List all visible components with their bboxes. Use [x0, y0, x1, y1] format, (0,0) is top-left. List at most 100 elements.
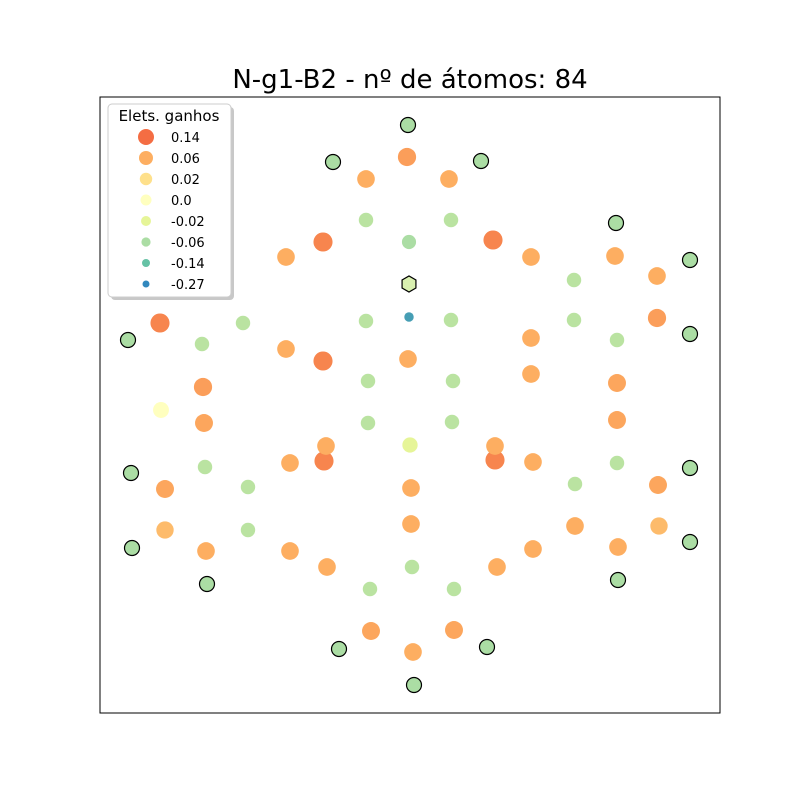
point-edge-atom	[681, 459, 699, 477]
legend-marker	[139, 151, 153, 165]
legend-marker	[139, 172, 153, 186]
legend-marker	[140, 194, 152, 206]
point-atom	[362, 622, 380, 640]
point-atom	[445, 621, 463, 639]
legend-label: 0.06	[171, 152, 200, 167]
point-atom	[609, 538, 627, 556]
point-atom	[360, 415, 376, 431]
point-edge-atom	[681, 533, 699, 551]
point-atom	[566, 312, 582, 328]
legend-label: 0.02	[171, 173, 200, 188]
point-atom	[401, 234, 417, 250]
point-atom	[609, 455, 625, 471]
point-atom	[193, 377, 213, 397]
point-edge-atom	[607, 214, 625, 232]
point-atom	[404, 643, 422, 661]
point-atom	[443, 212, 459, 228]
point-atom	[402, 515, 420, 533]
point-atom	[609, 332, 625, 348]
point-atom	[281, 542, 299, 560]
point-edge-atom	[399, 116, 417, 134]
point-atom	[567, 476, 583, 492]
point-edge-atom	[472, 152, 490, 170]
point-atom	[150, 313, 170, 333]
point-atom	[606, 247, 624, 265]
legend-label: -0.14	[171, 257, 205, 272]
point-edge-atom	[681, 251, 699, 269]
point-atom	[313, 351, 333, 371]
point-atom	[197, 459, 213, 475]
point-atom	[313, 232, 333, 252]
legend: Elets. ganhos 0.14 0.06 0.02 0.0 -0.02 -0.06 -…	[107, 103, 234, 300]
point-atom	[277, 248, 295, 266]
point-atom	[317, 437, 335, 455]
point-atom	[156, 521, 174, 539]
point-atom	[358, 212, 374, 228]
point-atom	[240, 479, 256, 495]
point-atom	[235, 315, 251, 331]
legend-title: Elets. ganhos	[119, 107, 220, 125]
point-atom	[446, 581, 462, 597]
point-atom	[197, 542, 215, 560]
point-atom	[281, 454, 299, 472]
legend-marker	[138, 129, 154, 145]
point-edge-atom	[198, 575, 216, 593]
point-atom	[566, 517, 584, 535]
point-atom	[648, 267, 666, 285]
point-atom	[650, 517, 668, 535]
point-edge-atom	[478, 638, 496, 656]
point-atom	[362, 581, 378, 597]
point-atom	[360, 373, 376, 389]
legend-marker	[141, 237, 151, 247]
point-atom	[524, 453, 542, 471]
point-atom	[156, 480, 174, 498]
point-edge-atom	[123, 539, 141, 557]
point-atom	[443, 312, 459, 328]
point-atom	[445, 373, 461, 389]
legend-label: -0.06	[171, 236, 205, 251]
legend-label: -0.27	[171, 278, 205, 293]
point-atom	[318, 558, 336, 576]
chart-title: N-g1-B2 - nº de átomos: 84	[232, 65, 587, 95]
point-atom	[522, 329, 540, 347]
point-atom	[647, 308, 667, 328]
legend-marker	[142, 259, 150, 267]
legend-box	[107, 103, 232, 298]
point-atom	[358, 313, 374, 329]
point-atom	[195, 414, 213, 432]
point-edge-atom	[330, 640, 348, 658]
point-atom	[483, 230, 503, 250]
point-atom	[404, 559, 420, 575]
legend-marker	[142, 280, 150, 288]
point-atom	[566, 272, 582, 288]
point-atom	[194, 336, 210, 352]
point-atom	[402, 479, 420, 497]
point-atom	[486, 437, 504, 455]
point-atom	[397, 147, 417, 167]
point-atom	[404, 312, 414, 322]
point-edge-atom	[609, 571, 627, 589]
point-edge-atom	[122, 464, 140, 482]
point-atom	[522, 365, 540, 383]
point-atom	[608, 374, 626, 392]
point-atom	[488, 558, 506, 576]
point-atom	[444, 414, 460, 430]
point-atom	[399, 350, 417, 368]
legend-label: -0.02	[171, 215, 205, 230]
legend-label: 0.14	[171, 131, 200, 146]
legend-marker	[141, 216, 151, 226]
data-points	[119, 116, 699, 694]
point-atom	[608, 411, 626, 429]
point-atom	[153, 402, 169, 418]
point-atom	[440, 170, 458, 188]
point-edge-atom	[405, 676, 423, 694]
legend-label: 0.0	[171, 194, 192, 209]
point-edge-atom	[119, 331, 137, 349]
point-atom	[314, 451, 334, 471]
point-atom	[524, 540, 542, 558]
point-edge-atom	[681, 325, 699, 343]
point-hexagon	[401, 275, 417, 293]
point-atom	[402, 437, 418, 453]
point-edge-atom	[324, 153, 342, 171]
